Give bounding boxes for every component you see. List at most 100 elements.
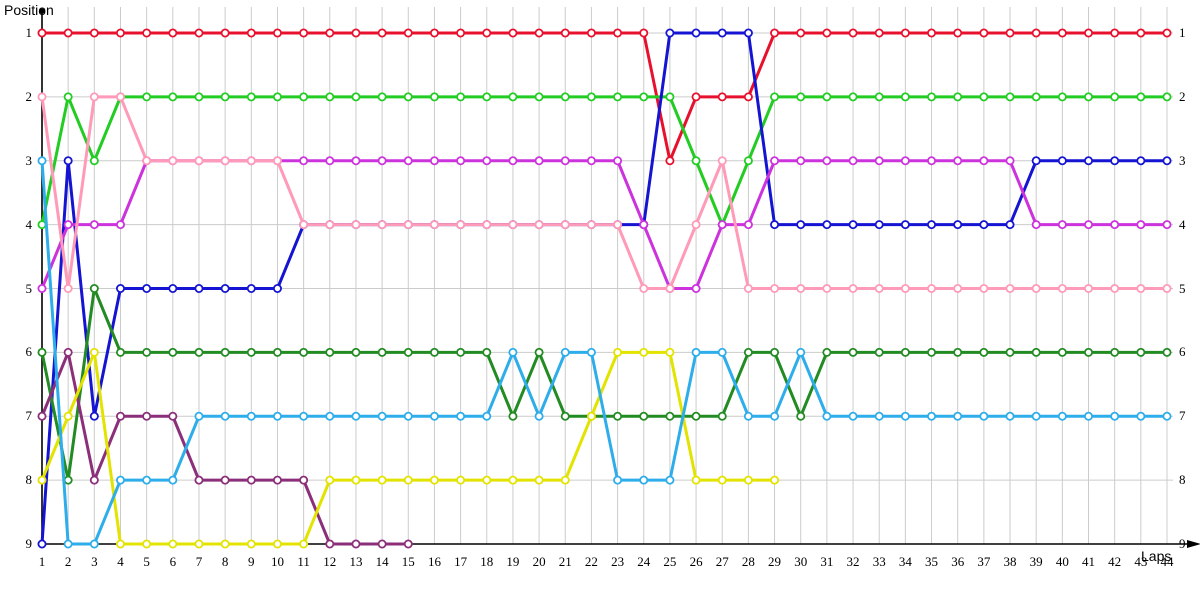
- data-point[interactable]: [1162, 28, 1172, 38]
- data-point[interactable]: [63, 411, 73, 421]
- data-point[interactable]: [482, 220, 492, 230]
- data-point[interactable]: [822, 411, 832, 421]
- data-point[interactable]: [351, 539, 361, 549]
- data-point[interactable]: [272, 539, 282, 549]
- data-point[interactable]: [351, 28, 361, 38]
- data-point[interactable]: [429, 220, 439, 230]
- data-point[interactable]: [115, 539, 125, 549]
- data-point[interactable]: [743, 347, 753, 357]
- data-point[interactable]: [115, 92, 125, 102]
- data-point[interactable]: [142, 347, 152, 357]
- data-point[interactable]: [613, 92, 623, 102]
- data-point[interactable]: [63, 539, 73, 549]
- data-point[interactable]: [822, 283, 832, 293]
- data-point[interactable]: [822, 28, 832, 38]
- data-point[interactable]: [1005, 156, 1015, 166]
- data-point[interactable]: [456, 92, 466, 102]
- data-point[interactable]: [743, 411, 753, 421]
- data-point[interactable]: [299, 28, 309, 38]
- data-point[interactable]: [874, 283, 884, 293]
- data-point[interactable]: [168, 475, 178, 485]
- data-point[interactable]: [63, 475, 73, 485]
- data-point[interactable]: [586, 411, 596, 421]
- data-point[interactable]: [63, 283, 73, 293]
- data-point[interactable]: [482, 92, 492, 102]
- data-point[interactable]: [63, 28, 73, 38]
- data-point[interactable]: [848, 92, 858, 102]
- data-point[interactable]: [743, 220, 753, 230]
- data-point[interactable]: [456, 347, 466, 357]
- data-point[interactable]: [665, 283, 675, 293]
- data-point[interactable]: [403, 28, 413, 38]
- data-point[interactable]: [639, 347, 649, 357]
- data-point[interactable]: [717, 92, 727, 102]
- data-point[interactable]: [717, 347, 727, 357]
- data-point[interactable]: [900, 92, 910, 102]
- data-point[interactable]: [717, 220, 727, 230]
- data-point[interactable]: [37, 347, 47, 357]
- data-point[interactable]: [874, 411, 884, 421]
- data-point[interactable]: [927, 411, 937, 421]
- data-point[interactable]: [979, 28, 989, 38]
- data-point[interactable]: [770, 411, 780, 421]
- data-point[interactable]: [377, 475, 387, 485]
- data-point[interactable]: [717, 411, 727, 421]
- data-point[interactable]: [534, 220, 544, 230]
- data-point[interactable]: [403, 539, 413, 549]
- data-point[interactable]: [63, 347, 73, 357]
- data-point[interactable]: [1057, 347, 1067, 357]
- data-point[interactable]: [351, 347, 361, 357]
- data-point[interactable]: [1136, 156, 1146, 166]
- data-point[interactable]: [743, 475, 753, 485]
- data-point[interactable]: [220, 411, 230, 421]
- data-point[interactable]: [194, 475, 204, 485]
- data-point[interactable]: [220, 347, 230, 357]
- data-point[interactable]: [89, 411, 99, 421]
- data-point[interactable]: [377, 156, 387, 166]
- data-point[interactable]: [770, 28, 780, 38]
- data-point[interactable]: [1005, 347, 1015, 357]
- data-point[interactable]: [325, 28, 335, 38]
- data-point[interactable]: [429, 411, 439, 421]
- data-point[interactable]: [979, 220, 989, 230]
- data-point[interactable]: [665, 28, 675, 38]
- data-point[interactable]: [1005, 411, 1015, 421]
- data-point[interactable]: [1136, 220, 1146, 230]
- data-point[interactable]: [770, 220, 780, 230]
- data-point[interactable]: [403, 156, 413, 166]
- data-point[interactable]: [560, 28, 570, 38]
- data-point[interactable]: [456, 220, 466, 230]
- data-point[interactable]: [299, 92, 309, 102]
- data-point[interactable]: [1110, 347, 1120, 357]
- data-point[interactable]: [482, 28, 492, 38]
- data-point[interactable]: [1136, 411, 1146, 421]
- data-point[interactable]: [691, 283, 701, 293]
- data-point[interactable]: [1162, 220, 1172, 230]
- data-point[interactable]: [508, 347, 518, 357]
- data-point[interactable]: [142, 411, 152, 421]
- data-point[interactable]: [1057, 411, 1067, 421]
- data-point[interactable]: [639, 28, 649, 38]
- data-point[interactable]: [194, 92, 204, 102]
- data-point[interactable]: [115, 475, 125, 485]
- data-point[interactable]: [691, 475, 701, 485]
- data-point[interactable]: [508, 92, 518, 102]
- data-point[interactable]: [953, 28, 963, 38]
- data-point[interactable]: [1110, 283, 1120, 293]
- data-point[interactable]: [613, 156, 623, 166]
- data-point[interactable]: [979, 92, 989, 102]
- data-point[interactable]: [691, 28, 701, 38]
- data-point[interactable]: [560, 411, 570, 421]
- data-point[interactable]: [115, 283, 125, 293]
- data-point[interactable]: [770, 283, 780, 293]
- data-point[interactable]: [534, 475, 544, 485]
- data-point[interactable]: [665, 411, 675, 421]
- data-point[interactable]: [822, 156, 832, 166]
- data-point[interactable]: [1005, 92, 1015, 102]
- data-point[interactable]: [927, 347, 937, 357]
- data-point[interactable]: [168, 347, 178, 357]
- data-point[interactable]: [482, 347, 492, 357]
- data-point[interactable]: [900, 220, 910, 230]
- data-point[interactable]: [665, 92, 675, 102]
- data-point[interactable]: [168, 28, 178, 38]
